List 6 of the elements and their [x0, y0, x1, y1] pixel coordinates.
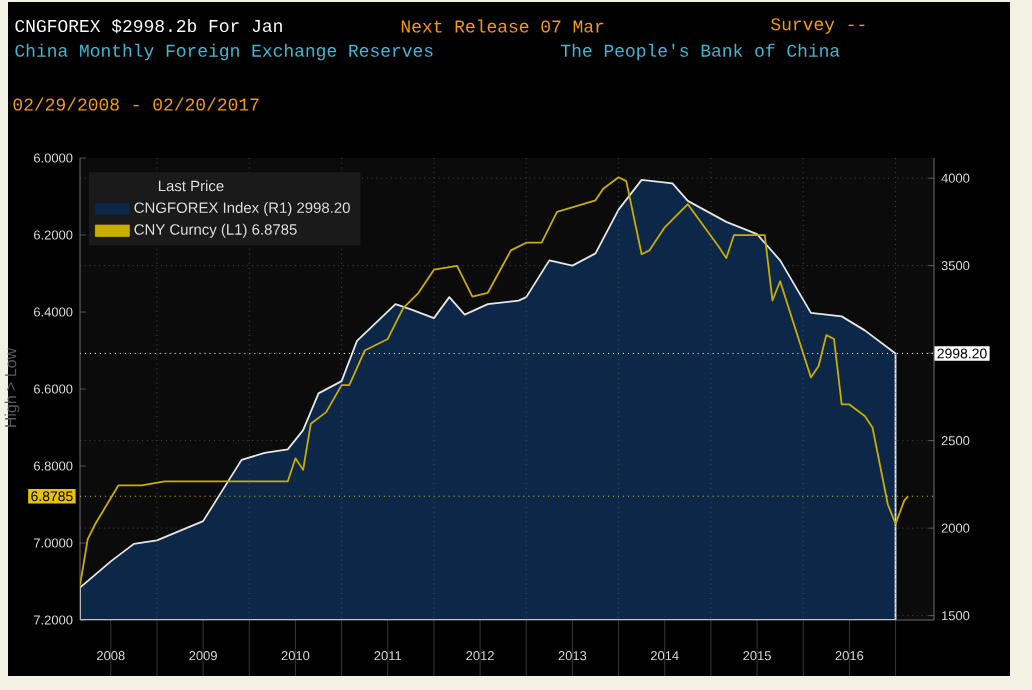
chart-subtitle: The People's Bank of China [561, 43, 840, 61]
text: 02/29/2008 - 02/20/2017 [13, 97, 259, 111]
chart-title: China Monthly Foreign Exchange Reserves [15, 43, 433, 61]
text: CNGFOREX $2998.2b For Jan [15, 18, 282, 34]
text: Next Release 07 Mar [401, 19, 604, 33]
text: Survey -- [771, 18, 865, 34]
